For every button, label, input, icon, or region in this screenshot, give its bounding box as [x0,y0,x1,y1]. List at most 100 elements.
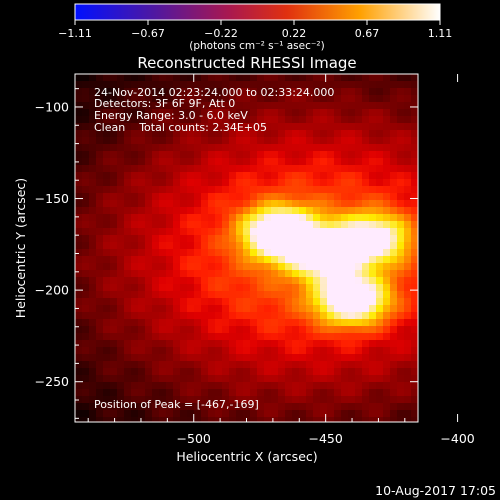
heatmap-cell [166,116,174,124]
heatmap-cell [264,396,272,404]
heatmap-cell [285,270,293,278]
heatmap-cell [145,200,153,208]
heatmap-cell [215,228,223,236]
heatmap-cell [222,109,230,117]
heatmap-cell [271,347,279,355]
heatmap-cell [313,389,321,397]
heatmap-cell [376,74,384,82]
heatmap-cell [243,179,251,187]
heatmap-cell [145,368,153,376]
heatmap-cell [250,88,258,96]
heatmap-cell [117,186,125,194]
heatmap-cell [257,277,265,285]
heatmap-cell [341,165,349,173]
heatmap-cell [117,116,125,124]
heatmap-cell [306,151,314,159]
heatmap-cell [110,417,118,422]
heatmap-cell [383,193,391,201]
heatmap-cell [117,221,125,229]
heatmap-cell [110,354,118,362]
heatmap-cell [320,403,328,411]
heatmap-cell [348,249,356,257]
heatmap-cell [215,242,223,250]
heatmap-cell [173,74,181,82]
heatmap-cell [334,179,342,187]
heatmap-cell [131,396,139,404]
heatmap-cell [131,102,139,110]
heatmap-cell [208,340,216,348]
heatmap-cell [390,228,398,236]
heatmap-cell [89,116,97,124]
heatmap-cell [82,214,90,222]
heatmap-cell [411,326,418,334]
heatmap-cell [124,144,132,152]
heatmap-cell [327,256,335,264]
heatmap-cell [369,81,377,89]
heatmap-cell [383,375,391,383]
heatmap-cell [264,207,272,215]
heatmap-cell [131,319,139,327]
heatmap-cell [355,263,363,271]
heatmap-cell [278,263,286,271]
heatmap-cell [131,305,139,313]
heatmap-cell [173,235,181,243]
heatmap-cell [152,116,160,124]
heatmap-cell [334,123,342,131]
heatmap-cell [145,417,153,422]
heatmap-cell [159,172,167,180]
heatmap-cell [313,214,321,222]
heatmap-cell [355,81,363,89]
heatmap-cell [96,340,104,348]
heatmap-cell [194,207,202,215]
heatmap-cell [96,186,104,194]
heatmap-cell [320,123,328,131]
heatmap-cell [110,158,118,166]
heatmap-cell [215,347,223,355]
heatmap-cell [334,242,342,250]
heatmap-cell [362,263,370,271]
heatmap-cell [299,165,307,173]
heatmap-cell [334,151,342,159]
heatmap-cell [110,368,118,376]
heatmap-cell [390,312,398,320]
heatmap-cell [138,95,146,103]
heatmap-cell [348,165,356,173]
heatmap-cell [222,305,230,313]
heatmap-cell [96,291,104,299]
heatmap-cell [348,221,356,229]
heatmap-cell [243,347,251,355]
heatmap-cell [327,347,335,355]
heatmap-cell [341,347,349,355]
heatmap-cell [201,165,209,173]
heatmap-cell [110,361,118,369]
heatmap-cell [145,305,153,313]
heatmap-cell [222,74,230,82]
heatmap-cell [152,221,160,229]
heatmap-cell [299,256,307,264]
heatmap-cell [110,151,118,159]
heatmap-cell [138,137,146,145]
heatmap-cell [376,221,384,229]
heatmap-cell [152,81,160,89]
heatmap-cell [103,130,111,138]
heatmap-cell [166,305,174,313]
heatmap-cell [131,144,139,152]
heatmap-cell [362,165,370,173]
heatmap-cell [257,389,265,397]
heatmap-cell [306,130,314,138]
annotation-time: 24-Nov-2014 02:23:24.000 to 02:33:24.000 [94,86,334,99]
heatmap-cell [124,396,132,404]
heatmap-cell [334,130,342,138]
heatmap-cell [82,242,90,250]
heatmap-cell [180,158,188,166]
peak-position-label: Position of Peak = [-467,-169] [94,398,259,411]
plot-area: −500 −450 −400−100−150−200−250 [35,73,475,446]
heatmap-cell [257,361,265,369]
heatmap-cell [257,130,265,138]
heatmap-cell [124,354,132,362]
heatmap-cell [285,354,293,362]
heatmap-cell [208,256,216,264]
heatmap-cell [236,277,244,285]
heatmap-cell [166,165,174,173]
heatmap-cell [306,417,314,422]
